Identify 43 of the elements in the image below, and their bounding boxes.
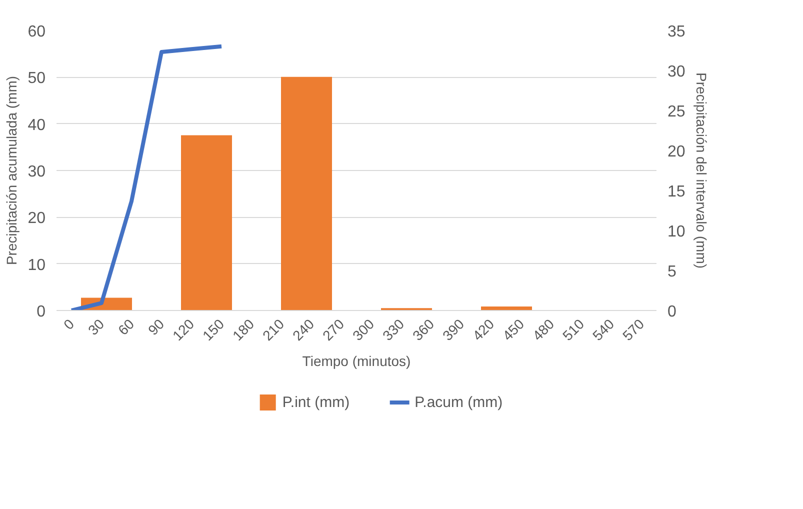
x-tick-label: 180 xyxy=(229,316,258,344)
x-tick-label: 540 xyxy=(589,316,618,344)
x-tick-label: 120 xyxy=(169,316,198,344)
x-tick-label: 210 xyxy=(259,316,288,344)
y-axis-title: Precipitación acumulada (mm) xyxy=(4,76,20,266)
x-tick-label: 480 xyxy=(529,316,558,344)
y-tick-label: 0 xyxy=(36,304,46,320)
y2-axis-title: Precipitación del intervalo (mm) xyxy=(693,72,710,269)
x-tick-label: 90 xyxy=(144,316,168,338)
line-series xyxy=(70,44,224,310)
y-tick-label: 50 xyxy=(28,70,46,88)
x-tick-label: 150 xyxy=(199,316,228,344)
x-tick-label: 420 xyxy=(469,316,498,344)
y2-tick-label: 10 xyxy=(668,224,686,240)
y2-tick-label: 5 xyxy=(668,264,676,280)
x-tick-label: 510 xyxy=(559,316,588,344)
x-tick-label: 570 xyxy=(619,316,648,344)
x-tick-label: 330 xyxy=(379,316,408,344)
x-tick-label: 0 xyxy=(60,316,78,333)
legend-label: P.acum (mm) xyxy=(414,394,503,410)
x-tick-label: 360 xyxy=(409,316,438,344)
x-tick-label: 30 xyxy=(84,316,108,338)
x-tick-label: 300 xyxy=(349,316,378,344)
x-axis-title: Tiempo (minutos) xyxy=(302,353,411,370)
x-tick-label: 390 xyxy=(439,316,468,344)
y2-tick-label: 20 xyxy=(668,144,686,160)
legend-label: P.int (mm) xyxy=(282,394,350,410)
y2-tick-label: 25 xyxy=(668,104,686,120)
x-tick-label: 450 xyxy=(499,316,528,344)
x-tick-label: 60 xyxy=(114,316,138,338)
y-tick-label: 60 xyxy=(28,24,46,40)
y-tick-label: 40 xyxy=(28,116,46,134)
y-tick-label: 20 xyxy=(28,210,46,228)
y2-tick-label: 0 xyxy=(668,304,676,320)
bar xyxy=(181,135,232,310)
x-tick-label: 270 xyxy=(319,316,348,344)
y2-tick-label: 30 xyxy=(668,64,686,80)
y2-tick-label: 15 xyxy=(668,184,686,200)
y-tick-label: 10 xyxy=(28,256,46,274)
y2-tick-label: 35 xyxy=(668,24,686,40)
bar xyxy=(281,76,332,310)
x-tick-label: 240 xyxy=(289,316,318,344)
y-tick-label: 30 xyxy=(28,164,46,180)
